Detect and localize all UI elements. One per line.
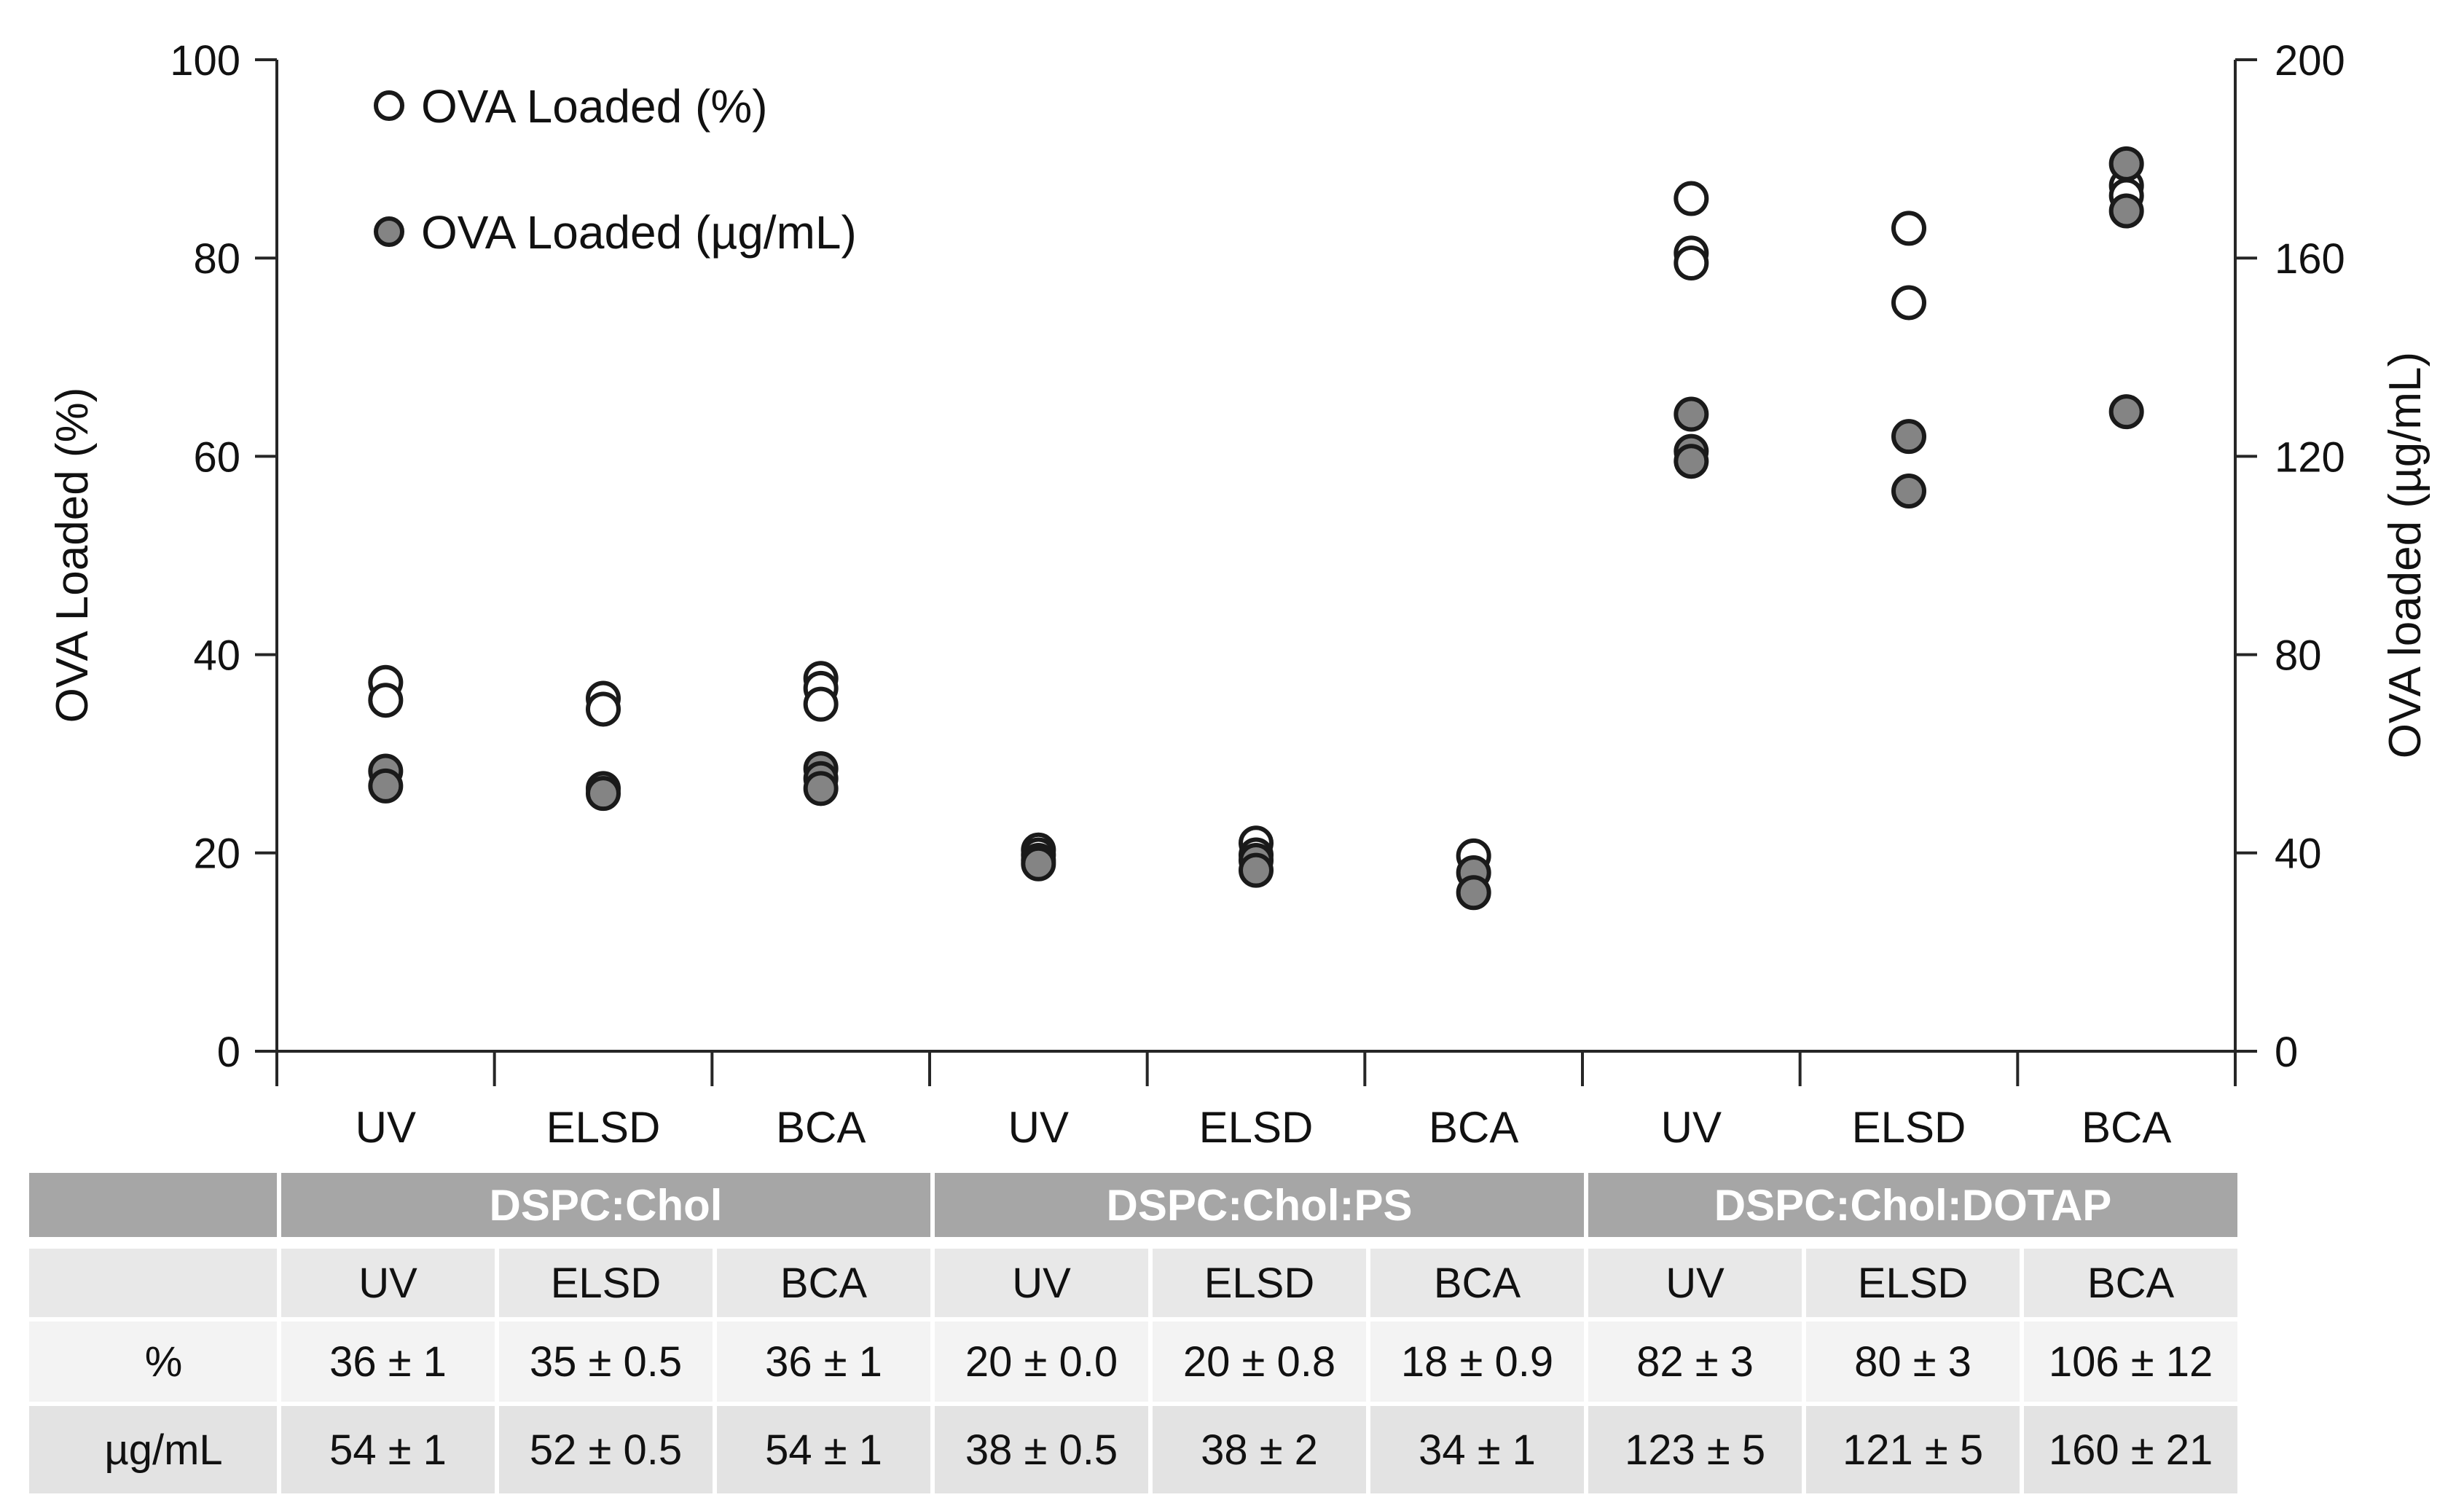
- legend-open-circle-marker: [374, 90, 404, 121]
- data-point-open: [1674, 181, 1709, 216]
- table-method-header: BCA: [1365, 1241, 1589, 1322]
- table-cell: 20 ± 0.0: [930, 1317, 1153, 1406]
- table-ugml-row: µg/mL 54 ± 1 52 ± 0.5 54 ± 1 38 ± 0.5 38…: [25, 1402, 2243, 1498]
- scatter-chart: 0 20 40 60 80 100 0 40 80 120 160 200 UV ELSD BCA UV ELS…: [47, 37, 2430, 1152]
- x-category-label: UV: [356, 1103, 416, 1152]
- table-group-header: DSPC:Chol:DOTAP: [1584, 1169, 2243, 1249]
- data-point-filled: [1891, 474, 1926, 509]
- x-category-label: BCA: [2082, 1103, 2171, 1152]
- table-group-header: DSPC:Chol:PS: [930, 1169, 1589, 1249]
- data-point-filled: [1674, 396, 1709, 432]
- table-cell: 80 ± 3: [1802, 1317, 2025, 1406]
- table-method-header-row: UV ELSD BCA UV ELSD BCA UV ELSD BCA: [25, 1241, 2243, 1322]
- table-percent-row: % 36 ± 1 35 ± 0.5 36 ± 1 20 ± 0.0 20 ± 0…: [25, 1317, 2243, 1406]
- data-point-filled: [2108, 394, 2144, 430]
- x-category-label: ELSD: [1852, 1103, 1966, 1152]
- table-cell: 36 ± 1: [713, 1317, 935, 1406]
- table-cell: 121 ± 5: [1802, 1402, 2025, 1498]
- table-cell: 82 ± 3: [1584, 1317, 1807, 1406]
- table-row-label: µg/mL: [25, 1402, 281, 1498]
- table-method-header: UV: [930, 1241, 1153, 1322]
- data-point-open: [1674, 246, 1709, 281]
- table-blank-cell: [25, 1241, 281, 1322]
- legend-label: OVA Loaded (µg/mL): [421, 206, 857, 259]
- table-method-header: BCA: [2020, 1241, 2243, 1322]
- left-axis-tick-label: 0: [217, 1029, 240, 1076]
- table-cell: 18 ± 0.9: [1365, 1317, 1589, 1406]
- x-category-label: BCA: [1429, 1103, 1518, 1152]
- x-category-label: UV: [1008, 1103, 1069, 1152]
- legend-label: OVA Loaded (%): [421, 80, 768, 133]
- table-method-header: UV: [277, 1241, 499, 1322]
- right-axis-title: OVA loaded (µg/mL): [2380, 352, 2430, 758]
- table-cell: 54 ± 1: [277, 1402, 499, 1498]
- left-axis-tick-label: 100: [170, 37, 240, 85]
- data-point-filled: [368, 768, 404, 804]
- table-corner-cell: [25, 1169, 281, 1249]
- data-point-open: [1891, 211, 1926, 246]
- right-axis-tick-label: 200: [2275, 37, 2345, 85]
- x-category-label: UV: [1661, 1103, 1722, 1152]
- data-point-filled: [2108, 146, 2144, 181]
- table-method-header: BCA: [713, 1241, 935, 1322]
- table-group-header: DSPC:Chol: [277, 1169, 935, 1249]
- right-axis-tick-label: 80: [2275, 632, 2322, 679]
- table-method-header: UV: [1584, 1241, 1807, 1322]
- left-axis-tick-label: 80: [193, 235, 240, 283]
- right-axis-tick-label: 160: [2275, 235, 2345, 283]
- table-cell: 52 ± 0.5: [495, 1402, 717, 1498]
- left-axis-tick-label: 60: [193, 433, 240, 481]
- table-cell: 38 ± 0.5: [930, 1402, 1153, 1498]
- table-cell: 106 ± 12: [2020, 1317, 2243, 1406]
- table-cell: 36 ± 1: [277, 1317, 499, 1406]
- right-axis-tick-label: 120: [2275, 433, 2345, 481]
- table-method-header: ELSD: [495, 1241, 717, 1322]
- x-category-label: ELSD: [546, 1103, 661, 1152]
- data-point-filled: [1891, 419, 1926, 455]
- data-point-open: [803, 686, 839, 722]
- left-axis-tick-label: 40: [193, 632, 240, 679]
- table-cell: 160 ± 21: [2020, 1402, 2243, 1498]
- summary-table-wrap: DSPC:Chol DSPC:Chol:PS DSPC:Chol:DOTAP U…: [25, 1169, 2243, 1498]
- right-axis-tick-label: 0: [2275, 1029, 2298, 1076]
- table-method-header: ELSD: [1802, 1241, 2025, 1322]
- table-cell: 54 ± 1: [713, 1402, 935, 1498]
- table-row-label: %: [25, 1317, 281, 1406]
- left-axis-tick-label: 20: [193, 831, 240, 878]
- data-point-open: [368, 683, 404, 718]
- left-axis-title: OVA Loaded (%): [47, 388, 98, 723]
- data-point-open: [1891, 285, 1926, 321]
- data-point-filled: [1456, 875, 1491, 911]
- table-cell: 38 ± 2: [1148, 1402, 1370, 1498]
- right-axis-tick-label: 40: [2275, 831, 2322, 878]
- data-point-open: [586, 691, 621, 727]
- data-point-filled: [1239, 852, 1274, 888]
- table-cell: 20 ± 0.8: [1148, 1317, 1370, 1406]
- table-cell: 34 ± 1: [1365, 1402, 1589, 1498]
- data-point-filled: [1021, 846, 1056, 881]
- data-point-filled: [1674, 444, 1709, 479]
- x-category-label: BCA: [776, 1103, 866, 1152]
- x-category-label: ELSD: [1199, 1103, 1314, 1152]
- summary-table: DSPC:Chol DSPC:Chol:PS DSPC:Chol:DOTAP U…: [25, 1169, 2243, 1498]
- table-cell: 123 ± 5: [1584, 1402, 1807, 1498]
- table-group-header-row: DSPC:Chol DSPC:Chol:PS DSPC:Chol:DOTAP: [25, 1169, 2243, 1249]
- table-method-header: ELSD: [1148, 1241, 1370, 1322]
- data-point-filled: [2108, 193, 2144, 229]
- legend-filled-circle-marker: [374, 216, 404, 247]
- data-point-filled: [803, 771, 839, 806]
- table-cell: 35 ± 0.5: [495, 1317, 717, 1406]
- data-point-filled: [586, 776, 621, 812]
